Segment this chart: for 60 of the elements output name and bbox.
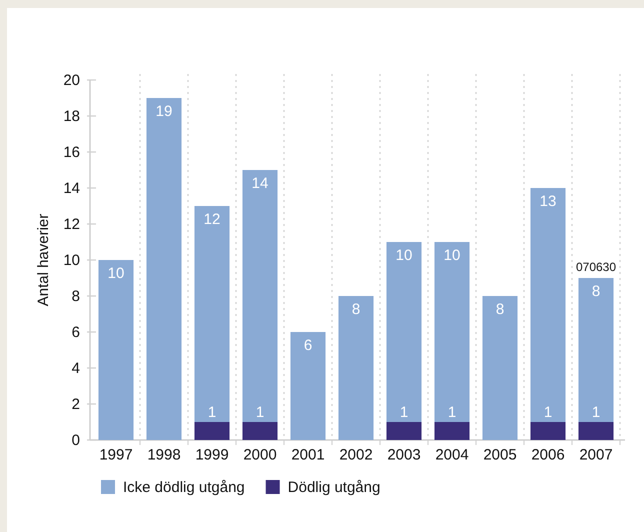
x-tick-label: 2003 [387,446,421,464]
data-label: 1 [400,404,408,421]
y-tick-label: 14 [63,180,80,197]
legend-label: Dödlig utgång [288,479,380,496]
bar [146,98,182,440]
data-label: 8 [352,301,360,318]
y-tick-label: 6 [72,324,80,341]
data-label: 1 [592,404,600,421]
data-label: 6 [304,337,312,354]
x-tick-label: 2000 [243,446,277,464]
data-label: 13 [540,193,556,210]
bar [530,422,566,440]
data-label: 1 [256,404,264,421]
data-label: 8 [496,301,504,318]
y-tick-label: 20 [63,72,80,89]
y-tick-label: 18 [63,108,80,125]
bar [578,422,614,440]
bar [98,260,134,440]
y-axis-title: Antal haverier [35,214,52,306]
data-label: 8 [592,283,600,300]
x-tick-label: 2002 [339,446,373,464]
bar [242,422,278,440]
bar [338,296,374,440]
bar [386,242,422,422]
x-tick-label: 1997 [99,446,133,464]
x-tick-label: 2005 [483,446,517,464]
data-label: 14 [252,175,268,192]
data-label: 10 [396,247,412,264]
data-label: 10 [444,247,460,264]
bar [482,296,518,440]
annotation: 070630 [576,260,616,274]
bar [290,332,326,440]
data-label: 1 [208,404,216,421]
y-tick-label: 10 [63,252,80,269]
bar [434,242,470,422]
data-label: 1 [448,404,456,421]
bar [242,170,278,422]
y-tick-label: 2 [72,396,80,413]
x-tick-label: 2004 [435,446,469,464]
y-tick-label: 16 [63,144,80,161]
y-tick-label: 12 [63,216,80,233]
bar [434,422,470,440]
bar [578,278,614,422]
y-tick-label: 0 [72,432,80,449]
data-label: 19 [156,103,172,120]
data-label: 12 [204,211,220,228]
bar [386,422,422,440]
x-tick-label: 2007 [579,446,613,464]
bar [194,206,230,422]
x-tick-label: 2006 [531,446,565,464]
x-tick-label: 2001 [291,446,325,464]
y-tick-label: 8 [72,288,80,305]
bar [530,188,566,422]
x-tick-label: 1999 [195,446,229,464]
y-tick-label: 4 [72,360,80,377]
bar [194,422,230,440]
data-label: 1 [544,404,552,421]
data-label: 10 [108,265,124,282]
legend-label: Icke dödlig utgång [123,479,245,496]
x-tick-label: 1998 [147,446,181,464]
